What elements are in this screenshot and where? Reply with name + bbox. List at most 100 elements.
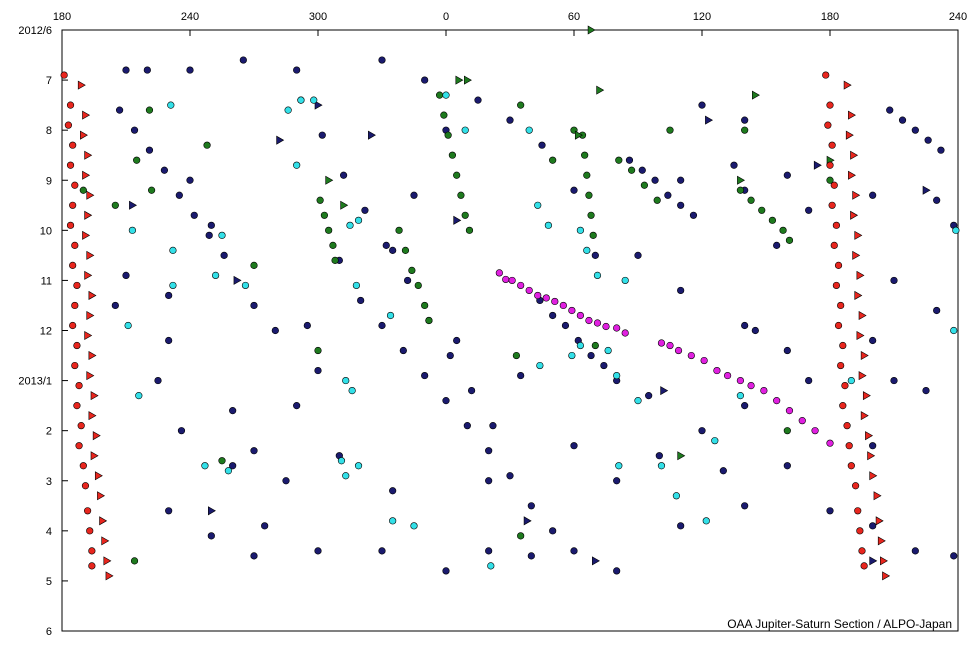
point [314, 547, 322, 555]
point [79, 462, 87, 470]
point [832, 281, 841, 290]
point [568, 351, 576, 360]
point [568, 306, 576, 315]
point [596, 85, 605, 95]
point [847, 462, 855, 470]
point [950, 552, 958, 560]
y-tick-label: 3 [46, 476, 52, 488]
point [856, 270, 865, 280]
plot-frame [61, 29, 959, 632]
point [561, 321, 570, 330]
point [525, 286, 533, 295]
point [297, 96, 305, 104]
y-tick-label: 2012/6 [18, 25, 52, 37]
point [282, 477, 290, 485]
point [512, 351, 521, 360]
point [534, 291, 542, 300]
point [69, 141, 77, 149]
point [111, 301, 119, 310]
point [84, 270, 93, 280]
point [705, 115, 714, 125]
point [655, 452, 663, 460]
point [165, 336, 173, 345]
point [689, 211, 698, 219]
point [284, 106, 292, 114]
y-tick-label: 4 [46, 526, 52, 538]
point [873, 491, 882, 501]
point [850, 150, 859, 160]
point [587, 211, 595, 219]
point [741, 321, 749, 330]
point [71, 301, 79, 310]
point [585, 191, 593, 199]
point [736, 186, 745, 194]
x-tick-label: 300 [309, 11, 327, 23]
point [80, 130, 88, 140]
point [233, 275, 242, 285]
point [634, 251, 642, 259]
point [542, 294, 550, 302]
point [453, 215, 462, 225]
point [130, 126, 139, 134]
point [88, 351, 97, 361]
point [325, 226, 333, 234]
point [826, 507, 834, 515]
point [342, 472, 350, 480]
point [485, 477, 493, 485]
point [828, 141, 836, 149]
point [559, 301, 567, 310]
point [877, 536, 886, 546]
point [653, 196, 661, 204]
point [165, 507, 173, 515]
point [950, 326, 958, 335]
point [408, 266, 416, 275]
point [325, 175, 334, 185]
point [190, 211, 198, 219]
point [773, 397, 781, 405]
point [657, 462, 666, 470]
point [741, 502, 749, 510]
point [911, 547, 919, 555]
point [544, 221, 553, 229]
point [60, 71, 68, 79]
point [549, 156, 557, 164]
point [239, 56, 247, 64]
point [357, 296, 365, 305]
point [250, 261, 258, 269]
point [368, 130, 376, 140]
point [440, 111, 448, 119]
point [593, 319, 602, 327]
point [135, 392, 143, 400]
point [86, 310, 95, 320]
point [832, 221, 841, 229]
point [523, 516, 532, 526]
point [314, 366, 322, 375]
point [90, 391, 99, 401]
point [700, 356, 708, 365]
point [576, 341, 585, 350]
point [425, 316, 433, 325]
point [613, 477, 621, 485]
point [208, 506, 216, 516]
point [154, 376, 162, 385]
point [837, 361, 845, 370]
point [536, 361, 544, 370]
point [924, 136, 932, 144]
point [890, 376, 898, 385]
point [86, 371, 95, 381]
point [71, 241, 79, 249]
point [276, 135, 285, 145]
y-tick-label: 8 [46, 125, 52, 137]
point [830, 241, 838, 249]
point [758, 206, 766, 214]
point [354, 216, 363, 224]
point [410, 191, 418, 199]
point [698, 101, 706, 109]
point [640, 181, 649, 189]
point [314, 100, 323, 110]
x-tick-label: 240 [949, 11, 967, 23]
point [485, 447, 493, 455]
point [331, 256, 339, 264]
point [811, 427, 819, 435]
